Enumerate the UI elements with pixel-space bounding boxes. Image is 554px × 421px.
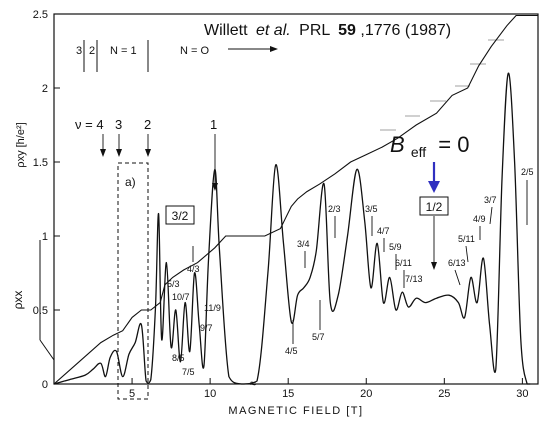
beff-subscript: eff bbox=[411, 144, 426, 160]
y-tick-label: 1 bbox=[42, 231, 48, 243]
citation-journal: PRL bbox=[299, 22, 330, 39]
region-a-label: a) bbox=[125, 175, 136, 189]
x-axis-label: MAGNETIC FIELD [T] bbox=[228, 405, 363, 417]
frac-6-11: 6/11 bbox=[395, 258, 412, 268]
fraction-pointers bbox=[193, 180, 527, 344]
x-tick-label: 5 bbox=[129, 388, 135, 400]
beff-arrow-head bbox=[428, 181, 440, 193]
frac-3-5: 3/5 bbox=[365, 204, 378, 214]
x-tick-label: 15 bbox=[282, 388, 294, 400]
x-ticks: 5 10 15 20 25 30 bbox=[129, 378, 529, 400]
y-tick-label: 1.5 bbox=[33, 157, 48, 169]
frac-6-13: 6/13 bbox=[448, 258, 466, 268]
nu-label-3: 3 bbox=[115, 117, 122, 132]
label-1-2: 1/2 bbox=[426, 200, 443, 214]
citation-volume: 59 bbox=[338, 22, 356, 39]
frac-4-9: 4/9 bbox=[473, 214, 486, 224]
frac-8-5: 8/5 bbox=[172, 353, 185, 363]
frac-7-13: 7/13 bbox=[405, 274, 423, 284]
frac-2-3: 2/3 bbox=[328, 204, 341, 214]
ll-n0-arrow-head bbox=[270, 46, 278, 52]
plot-frame bbox=[54, 14, 538, 384]
ll-label-n0: N = O bbox=[180, 45, 209, 57]
ll-label-n1: N = 1 bbox=[110, 45, 137, 57]
frac-2-5: 2/5 bbox=[521, 167, 534, 177]
citation-pages: ,1776 (1987) bbox=[360, 22, 451, 39]
frac-4-7: 4/7 bbox=[377, 226, 390, 236]
x-tick-label: 30 bbox=[516, 388, 528, 400]
y-axis-label-xx: ρxx bbox=[11, 291, 25, 310]
nu-label: ν = 4 bbox=[75, 117, 104, 132]
citation-etal: et al. bbox=[256, 22, 291, 39]
y-axis-label-xy: ρxy [h/e²] bbox=[15, 122, 27, 167]
frac-5-7: 5/7 bbox=[312, 332, 325, 342]
y-tick-label: 2.5 bbox=[33, 9, 48, 21]
citation: Willett et al. PRL 59 ,1776 (1987) bbox=[204, 22, 451, 39]
frac-3-4: 3/4 bbox=[297, 239, 310, 249]
x-tick-label: 25 bbox=[438, 388, 450, 400]
frac-7-5: 7/5 bbox=[182, 367, 195, 377]
frac-4-5: 4/5 bbox=[285, 346, 298, 356]
x-tick-label: 10 bbox=[204, 388, 216, 400]
ll-label-3: 3 bbox=[76, 45, 82, 57]
nu-label-1: 1 bbox=[210, 117, 217, 132]
rho-xx-scale-link bbox=[40, 340, 54, 360]
fraction-labels-right: 2/3 3/5 3/4 4/7 5/9 6/11 7/13 5/7 4/5 6/… bbox=[285, 167, 534, 356]
region-a-box bbox=[118, 163, 148, 399]
frac-5-9: 5/9 bbox=[389, 242, 402, 252]
y-tick-label: 0 bbox=[42, 379, 48, 391]
beff-letter: B bbox=[390, 132, 405, 157]
frac-10-7: 10/7 bbox=[172, 292, 190, 302]
y-ticks: 00.511.522.5 bbox=[33, 9, 60, 391]
label-3-2: 3/2 bbox=[172, 209, 189, 223]
frac-5-11: 5/11 bbox=[458, 234, 475, 244]
axis-break-mark: ≈ bbox=[250, 378, 256, 390]
data-traces bbox=[54, 16, 538, 385]
series-rho-xy bbox=[54, 16, 538, 385]
plateau-guides bbox=[380, 40, 504, 130]
y-tick-label: 2 bbox=[42, 83, 48, 95]
ll-label-2: 2 bbox=[89, 45, 95, 57]
beff-label: B eff = 0 bbox=[390, 132, 469, 162]
nu-label-2: 2 bbox=[144, 117, 151, 132]
citation-author: Willett bbox=[204, 22, 248, 39]
frac-3-7: 3/7 bbox=[484, 195, 497, 205]
series-rho-xx bbox=[54, 73, 530, 384]
x-tick-label: 20 bbox=[360, 388, 372, 400]
beff-equals: = 0 bbox=[438, 132, 469, 157]
arrow-1-2-head bbox=[431, 262, 437, 270]
